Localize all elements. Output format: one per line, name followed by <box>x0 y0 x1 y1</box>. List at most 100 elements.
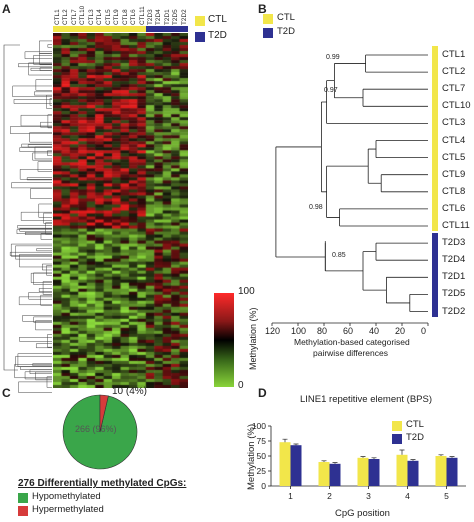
heatmap-row-dendrogram <box>3 40 52 393</box>
pie-hyper-label: 10 (4%) <box>112 386 148 397</box>
dendro-axis-tick-label: 0 <box>421 326 427 336</box>
dendrogram-leaf-label: CTL6 <box>442 202 466 214</box>
dendro-group-bar-t2d <box>432 233 438 317</box>
dmc-pie-chart <box>62 394 138 470</box>
heatmap-group-bar-ctl <box>53 26 146 32</box>
dendro-group-bar-ctl <box>432 46 438 231</box>
dendro-axis-tick-label: 40 <box>369 326 380 336</box>
error-bar <box>438 454 444 456</box>
dendro-axis-tick-label: 60 <box>343 326 354 336</box>
error-bar <box>360 456 366 458</box>
dendro-legend-ctl-label: CTL <box>277 12 295 23</box>
error-bar <box>399 449 405 455</box>
dendrogram-leaf-label: CTL5 <box>442 151 466 163</box>
dendro-legend-ctl-swatch <box>263 14 273 24</box>
methylation-heatmap <box>53 33 188 388</box>
bar-t2d-cpg-5 <box>446 457 458 486</box>
dendrogram-leaf-label: CTL2 <box>442 66 466 78</box>
panel-a-label: A <box>2 2 11 16</box>
dendro-axis-tick-label: 20 <box>395 326 406 336</box>
bootstrap-value-4: 0.85 <box>332 252 346 259</box>
bootstrap-value-1: 0.99 <box>326 54 340 61</box>
panel-b-label: B <box>258 2 267 16</box>
dendro-axis-tick-label: 80 <box>317 326 328 336</box>
error-bar <box>293 443 299 446</box>
heatmap-legend-ctl-swatch <box>195 16 205 26</box>
bar-ctl-cpg-5 <box>435 456 447 486</box>
bar-chart-xlabel: CpG position <box>335 508 390 519</box>
bar-t2d-cpg-4 <box>407 460 419 486</box>
heatmap-group-bar-t2d <box>146 26 188 32</box>
pie-legend-hyper-label: Hypermethylated <box>32 504 104 515</box>
dendro-axis-tick-label: 120 <box>265 326 281 336</box>
bar-ctl-cpg-4 <box>396 454 408 486</box>
panel-c-label: C <box>2 386 11 400</box>
dendrogram-leaf-label: T2D3 <box>442 237 466 249</box>
dendrogram-leaf-label: CTL1 <box>442 49 466 60</box>
bar-chart-xtick-label: 3 <box>366 491 371 501</box>
dendrogram-leaf-label: T2D1 <box>442 271 466 283</box>
pie-caption: 276 Differentially methylated CpGs: <box>18 478 187 489</box>
dendro-xlabel-line2: pairwise differences <box>313 348 388 358</box>
dendrogram-leaf-label: CTL10 <box>442 100 471 112</box>
bar-chart-ytick-label: 0 <box>261 481 266 491</box>
error-bar <box>410 459 416 461</box>
dendro-legend-t2d-swatch <box>263 28 273 38</box>
bar-ctl-cpg-3 <box>357 457 369 486</box>
bar-legend-ctl-label: CTL <box>406 419 424 430</box>
bar-t2d-cpg-1 <box>290 445 302 486</box>
cluster-dendrogram <box>271 54 429 326</box>
error-bar <box>332 462 338 464</box>
bar-chart-ytick-label: 25 <box>257 466 267 476</box>
heatmap-legend-t2d-swatch <box>195 32 205 42</box>
dendrogram-branch <box>275 146 326 258</box>
pie-legend-hypo-swatch <box>18 493 28 503</box>
heatmap-legend-t2d-label: T2D <box>208 30 227 41</box>
error-bar <box>371 457 377 459</box>
heatmap-cells <box>53 33 188 388</box>
dendrogram-leaf-label: CTL11 <box>442 220 470 231</box>
bar-t2d-cpg-2 <box>329 463 341 486</box>
panel-d-label: D <box>258 386 267 400</box>
bar-chart-ytick-label: 100 <box>252 421 266 431</box>
dendro-legend-t2d-label: T2D <box>277 26 295 37</box>
bar-chart-title: LINE1 repetitive element (BPS) <box>300 394 433 405</box>
bar-chart-xtick-label: 5 <box>444 491 449 501</box>
dendro-axis-tick-label: 100 <box>291 326 307 336</box>
error-bar <box>449 456 455 458</box>
bar-chart-xtick-label: 2 <box>327 491 332 501</box>
heatmap-legend-ctl-label: CTL <box>208 14 227 25</box>
dendrogram-leaf-label: CTL4 <box>442 134 466 146</box>
bootstrap-value-2: 0.97 <box>324 87 338 94</box>
dendrogram-leaf-label: T2D4 <box>442 254 466 266</box>
dendrogram-leaf-label: CTL9 <box>442 168 466 180</box>
error-bar <box>282 438 288 443</box>
dendrogram-leaf-label: CTL8 <box>442 185 466 197</box>
bar-chart-xtick-label: 4 <box>405 491 410 501</box>
dendrogram-leaf-label: CTL7 <box>442 83 466 95</box>
bar-chart-ytick-label: 75 <box>257 436 267 446</box>
colorbar-min-label: 0 <box>238 380 244 391</box>
bar-legend-ctl-swatch <box>392 421 402 431</box>
bar-chart-ytick-label: 50 <box>257 451 267 461</box>
bar-t2d-cpg-3 <box>368 459 380 486</box>
dendrogram-leaf-label: T2D2 <box>442 305 466 317</box>
bar-legend-t2d-swatch <box>392 434 402 444</box>
error-bar <box>321 460 327 462</box>
dendrogram-leaf-label: CTL3 <box>442 117 466 129</box>
bar-ctl-cpg-1 <box>279 442 291 486</box>
dendro-xlabel-line1: Methylation-based categorised <box>294 337 410 347</box>
bar-legend-t2d-label: T2D <box>406 432 424 443</box>
dendrogram-leaf-label: T2D5 <box>442 288 466 300</box>
bar-chart-xtick-label: 1 <box>288 491 293 501</box>
bar-chart-ylabel: Methylation (%) <box>246 424 257 490</box>
colorbar <box>214 293 234 387</box>
pie-legend-hypo-label: Hypomethylated <box>32 491 101 502</box>
bootstrap-value-3: 0.98 <box>309 204 323 211</box>
bar-ctl-cpg-2 <box>318 462 330 486</box>
pie-hypo-label: 266 (96%) <box>75 424 117 434</box>
colorbar-max-label: 100 <box>238 286 255 297</box>
pie-slice-hypermethylated <box>99 394 109 433</box>
pie-legend-hyper-swatch <box>18 506 28 516</box>
